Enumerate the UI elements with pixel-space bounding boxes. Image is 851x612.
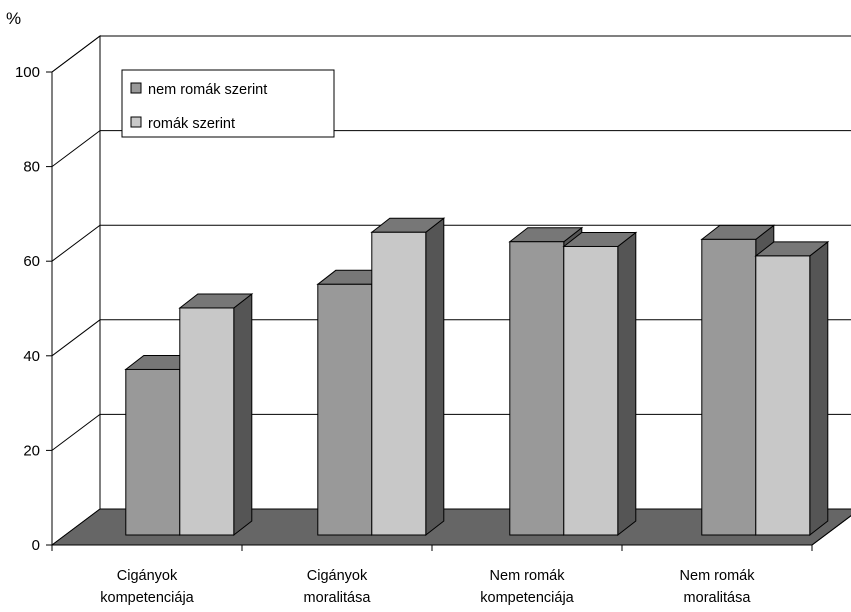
y-tick-label: 20 <box>23 442 40 459</box>
bar-2-3 <box>562 231 638 537</box>
y-tick-label: 100 <box>15 64 40 81</box>
x-category-label: Nem romák kompetenciája <box>480 568 574 606</box>
bar-front-face <box>125 368 181 536</box>
bar-side-face <box>809 240 829 537</box>
legend-label-series-1: nem romák szerint <box>148 82 267 98</box>
y-tick-label: 0 <box>32 537 40 554</box>
gridline <box>51 130 851 168</box>
legend-box <box>121 69 335 138</box>
gridline <box>51 35 851 73</box>
bar-2-1 <box>178 292 254 537</box>
side-wall <box>51 35 101 546</box>
legend-swatch-series-1 <box>130 82 142 94</box>
x-category-label: Cigányok moralitása <box>304 568 372 606</box>
bar-side-face <box>425 217 445 537</box>
chart-axes: 0 20 40 60 80 100 Cigányok kompetenciája Cigányo… <box>15 64 851 606</box>
bar-front-face <box>317 283 373 536</box>
gridline <box>51 224 851 262</box>
bar-front-face <box>179 307 235 536</box>
y-tick-label: 60 <box>23 253 40 270</box>
y-unit-label: % <box>6 9 21 28</box>
bar-front-face <box>563 245 619 536</box>
legend: nem romák szerint romák szerint <box>121 69 335 138</box>
y-tick-label: 40 <box>23 348 40 365</box>
bar-side-face <box>233 292 253 537</box>
legend-label-series-2: romák szerint <box>148 116 235 132</box>
legend-swatch-series-2 <box>130 116 142 128</box>
bar-front-face <box>509 241 565 536</box>
bar-front-face <box>701 238 757 536</box>
bar-front-face <box>371 231 427 536</box>
chart-bars <box>124 217 830 537</box>
y-tick-label: 80 <box>23 159 40 176</box>
chart-walls <box>51 35 851 546</box>
bar-side-face <box>617 231 637 537</box>
bar-2-4 <box>754 240 830 537</box>
x-category-label: Nem romák moralitása <box>680 568 756 606</box>
bar-2-2 <box>370 217 446 537</box>
x-category-label: Cigányok kompetenciája <box>100 568 194 606</box>
bar-front-face <box>755 255 811 536</box>
floor-edge <box>811 515 851 546</box>
